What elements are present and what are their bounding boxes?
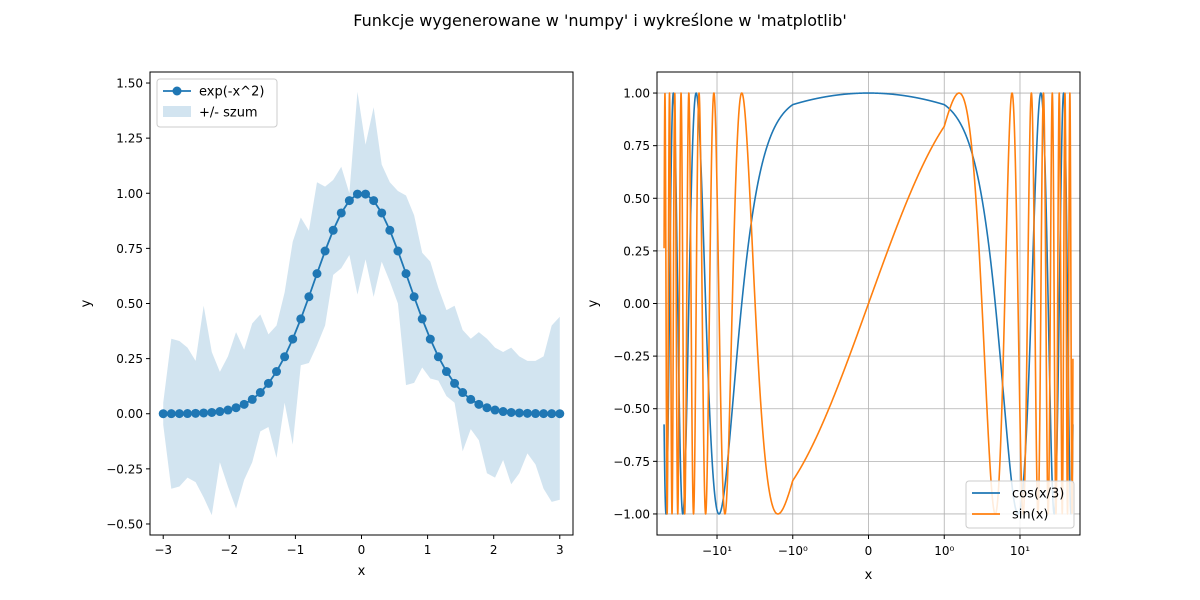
x-tick-label: 0 xyxy=(865,544,873,558)
y-tick-label: 1.50 xyxy=(116,77,143,91)
exp-point xyxy=(450,378,460,388)
exp-point xyxy=(158,409,168,419)
exp-point xyxy=(401,269,411,279)
y-tick-label: 0.50 xyxy=(116,297,143,311)
exp-point xyxy=(539,409,549,419)
x-tick-label: 3 xyxy=(556,543,564,557)
left-y-axis-label: y xyxy=(79,299,94,307)
exp-point xyxy=(361,189,371,199)
cos-line xyxy=(663,92,1074,515)
legend-patch-szum xyxy=(163,106,191,117)
y-tick-label: −1.00 xyxy=(613,507,650,521)
exp-point xyxy=(482,403,492,413)
exp-point xyxy=(328,225,338,235)
exp-point xyxy=(255,388,265,398)
exp-point xyxy=(272,367,282,377)
left-legend: exp(-x^2) +/- szum xyxy=(156,78,278,128)
exp-point xyxy=(336,208,346,218)
exp-point xyxy=(555,409,565,419)
exp-point xyxy=(547,409,557,419)
right-x-axis-label: x xyxy=(865,568,873,583)
exp-point xyxy=(425,334,435,344)
right-legend: cos(x/3) sin(x) xyxy=(965,480,1075,529)
y-tick-label: −0.50 xyxy=(106,517,143,531)
exp-point xyxy=(231,403,241,413)
x-tick-label: 10¹ xyxy=(1010,544,1030,558)
figure-suptitle: Funkcje wygenerowane w 'numpy' i wykreśl… xyxy=(353,11,847,30)
x-tick-label: 10⁰ xyxy=(934,544,954,558)
y-tick-label: 0.25 xyxy=(116,352,143,366)
exp-point xyxy=(369,196,379,206)
right-plot: −10¹ −10⁰ 0 10⁰ 10¹ −1.00 −0.75 −0.50 −0.25 0.00 0… xyxy=(586,71,1081,583)
exp-point xyxy=(417,314,427,324)
exp-point xyxy=(182,409,192,419)
exp-point xyxy=(174,409,184,419)
x-tick-label: −10⁰ xyxy=(778,544,808,558)
exp-point xyxy=(263,378,273,388)
exp-point xyxy=(215,407,225,417)
y-tick-label: −0.75 xyxy=(613,455,650,469)
x-tick-label: 1 xyxy=(424,543,432,557)
x-tick-label: 0 xyxy=(358,543,366,557)
exp-point xyxy=(344,196,354,206)
exp-point xyxy=(506,407,516,417)
y-tick-label: 0.25 xyxy=(623,244,650,258)
exp-point xyxy=(223,405,233,415)
exp-point xyxy=(304,292,314,302)
right-y-axis-label: y xyxy=(586,299,601,307)
left-plot: −3 −2 −1 0 1 2 3 −0.50 −0.25 0.00 0.25 0.50 0.75 1.00… xyxy=(79,71,574,579)
y-tick-label: 0.75 xyxy=(623,139,650,153)
exp-point xyxy=(458,388,468,398)
y-tick-label: 1.25 xyxy=(116,132,143,146)
legend-label-szum: +/- szum xyxy=(199,106,258,121)
noise-band xyxy=(163,91,560,516)
x-tick-label: −1 xyxy=(287,543,305,557)
exp-point xyxy=(474,399,484,409)
y-tick-label: 0.75 xyxy=(116,242,143,256)
exp-point xyxy=(166,409,176,419)
exp-point xyxy=(490,405,500,415)
exp-point xyxy=(498,407,508,417)
y-tick-label: 0.50 xyxy=(623,192,650,206)
exp-point xyxy=(207,407,217,417)
legend-label-sin: sin(x) xyxy=(1012,508,1048,523)
exp-point xyxy=(280,352,290,362)
y-tick-label: −0.50 xyxy=(613,402,650,416)
exp-point xyxy=(320,246,330,256)
exp-point xyxy=(247,394,257,404)
exp-point xyxy=(191,408,201,418)
exp-point xyxy=(522,408,532,418)
exp-point xyxy=(352,189,362,199)
y-tick-label: −0.25 xyxy=(106,462,143,476)
x-tick-label: 2 xyxy=(490,543,498,557)
exp-point xyxy=(433,352,443,362)
x-tick-label: −10¹ xyxy=(702,544,732,558)
y-tick-label: 0.00 xyxy=(116,407,143,421)
exp-point xyxy=(288,334,298,344)
legend-label-exp: exp(-x^2) xyxy=(199,85,264,100)
exp-point xyxy=(239,399,249,409)
exp-point xyxy=(199,408,209,418)
y-tick-label: −0.25 xyxy=(613,350,650,364)
exp-point xyxy=(312,269,322,279)
exp-point xyxy=(409,292,419,302)
exp-point xyxy=(531,409,541,419)
y-tick-label: 1.00 xyxy=(116,187,143,201)
exp-point xyxy=(393,246,403,256)
y-tick-label: 1.00 xyxy=(623,87,650,101)
sin-line xyxy=(663,92,1074,515)
x-tick-label: −3 xyxy=(154,543,172,557)
legend-marker-exp xyxy=(172,86,182,96)
exp-point xyxy=(466,394,476,404)
left-x-axis-label: x xyxy=(358,564,366,579)
exp-point xyxy=(385,225,395,235)
x-tick-label: −2 xyxy=(220,543,238,557)
exp-point xyxy=(296,314,306,324)
exp-point xyxy=(441,367,451,377)
exp-point xyxy=(514,408,524,418)
y-tick-label: 0.00 xyxy=(623,297,650,311)
legend-label-cos: cos(x/3) xyxy=(1012,487,1064,502)
exp-point xyxy=(377,208,387,218)
